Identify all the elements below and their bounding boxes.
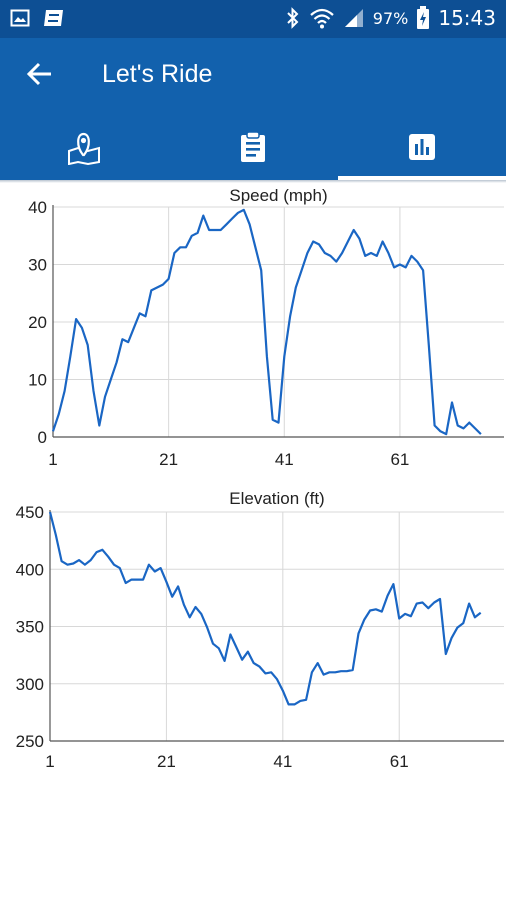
x-tick-label: 1 xyxy=(45,752,54,771)
y-tick-label: 350 xyxy=(16,618,44,637)
y-tick-label: 300 xyxy=(16,675,44,694)
app-notification-icon xyxy=(44,10,63,26)
y-tick-label: 450 xyxy=(16,503,44,522)
x-tick-label: 41 xyxy=(275,450,294,469)
arrow-back-icon[interactable] xyxy=(26,60,54,88)
status-bar-left xyxy=(10,8,64,28)
battery-charging-icon xyxy=(417,6,430,29)
app-bar: Let's Ride xyxy=(0,38,506,114)
x-tick-label: 1 xyxy=(48,450,57,469)
x-tick-label: 61 xyxy=(390,752,409,771)
tab-selected-indicator xyxy=(338,176,506,180)
battery-percent: 97% xyxy=(372,8,409,28)
page-title: Let's Ride xyxy=(102,60,213,88)
speed-chart: Speed (mph) 0 10 20 30 40 1 21 41 61 xyxy=(0,183,506,483)
map-pin-icon xyxy=(68,132,100,165)
x-tick-label: 41 xyxy=(273,752,292,771)
y-tick-label: 0 xyxy=(38,428,47,447)
chart-title: Speed (mph) xyxy=(229,186,327,205)
x-tick-label: 21 xyxy=(157,752,176,771)
series-line xyxy=(48,511,482,706)
bluetooth-icon xyxy=(287,7,299,29)
speed-chart-svg: Speed (mph) 0 10 20 30 40 1 21 41 61 xyxy=(28,186,504,469)
image-icon xyxy=(10,9,30,27)
y-tick-label: 20 xyxy=(28,313,47,332)
series-line xyxy=(51,208,482,436)
y-tick-label: 10 xyxy=(28,371,47,390)
x-tick-label: 21 xyxy=(159,450,178,469)
status-bar-right: 97% 15:43 xyxy=(285,6,496,30)
elevation-chart: Elevation (ft) 250 300 350 400 450 1 21 41 61 xyxy=(0,485,506,785)
y-tick-label: 400 xyxy=(16,560,44,579)
tab-charts[interactable] xyxy=(338,114,506,180)
tab-bar-shadow xyxy=(0,180,506,183)
y-tick-label: 30 xyxy=(28,256,47,275)
cell-signal-icon xyxy=(344,9,363,27)
y-tick-label: 40 xyxy=(28,198,47,217)
clipboard-icon xyxy=(241,131,265,162)
status-time: 15:43 xyxy=(438,6,496,30)
tab-details[interactable] xyxy=(169,114,337,180)
tab-bar xyxy=(0,114,506,180)
tab-map[interactable] xyxy=(0,114,168,180)
status-bar: 97% 15:43 xyxy=(0,0,506,38)
y-tick-label: 250 xyxy=(16,732,44,751)
bar-chart-icon xyxy=(409,134,435,160)
x-tick-label: 61 xyxy=(390,450,409,469)
chart-title: Elevation (ft) xyxy=(229,489,324,508)
wifi-icon xyxy=(310,8,334,29)
elevation-chart-svg: Elevation (ft) 250 300 350 400 450 1 21 41 61 xyxy=(16,489,504,771)
